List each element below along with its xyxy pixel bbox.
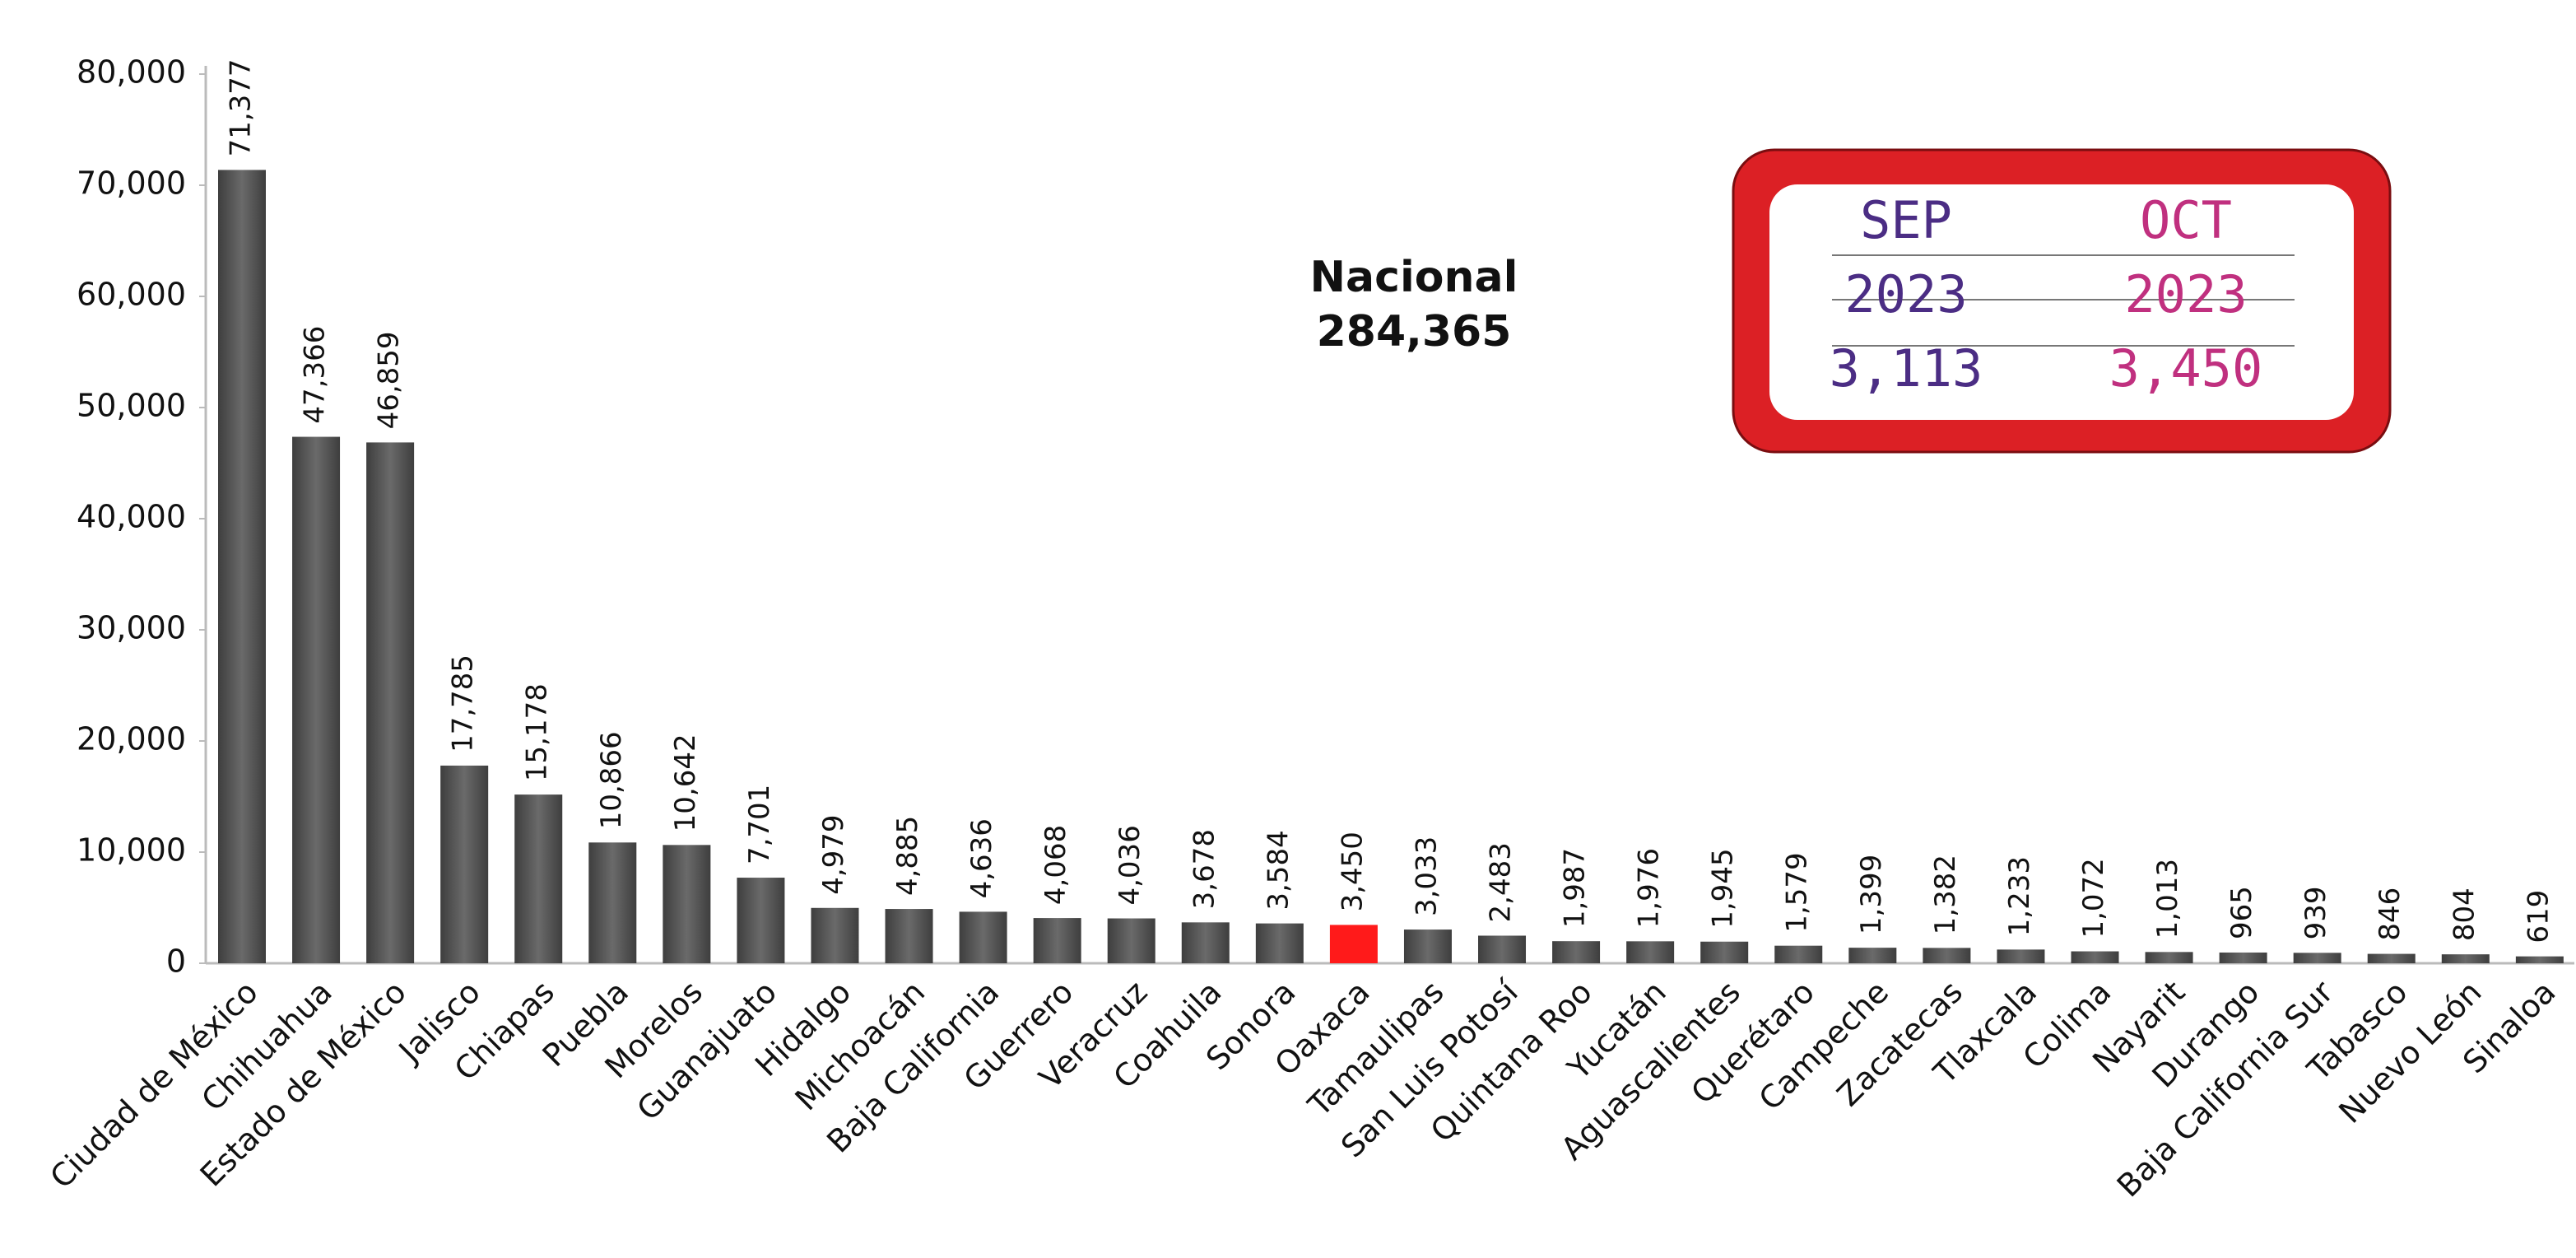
value-label: 1,072 bbox=[2077, 858, 2110, 938]
inset-month: OCT bbox=[2140, 190, 2232, 250]
inset-year: 2023 bbox=[2124, 264, 2247, 324]
bar bbox=[811, 907, 859, 963]
bar bbox=[2293, 953, 2341, 963]
inset-panel bbox=[1769, 184, 2354, 420]
value-label: 10,866 bbox=[595, 731, 628, 829]
bar bbox=[1700, 941, 1749, 963]
value-label: 4,636 bbox=[965, 818, 998, 898]
value-label: 10,642 bbox=[669, 734, 702, 832]
bar bbox=[2367, 953, 2416, 963]
value-label: 965 bbox=[2225, 886, 2258, 939]
bar bbox=[2515, 956, 2564, 963]
bar bbox=[1626, 941, 1675, 963]
bar bbox=[2071, 951, 2119, 963]
value-label: 17,785 bbox=[447, 655, 480, 752]
value-label: 4,068 bbox=[1039, 825, 1072, 905]
inset-value: 3,113 bbox=[1830, 338, 1983, 398]
bar bbox=[1774, 945, 1823, 963]
bar bbox=[959, 911, 1007, 963]
value-label: 1,013 bbox=[2151, 859, 2184, 939]
value-label: 15,178 bbox=[521, 683, 554, 781]
value-label: 1,382 bbox=[1929, 855, 1962, 934]
value-label: 4,036 bbox=[1114, 825, 1146, 905]
inset-value: 3,450 bbox=[2109, 338, 2263, 398]
value-label: 1,579 bbox=[1781, 852, 1814, 932]
annotation-value: 284,365 bbox=[1317, 307, 1512, 356]
y-tick-label: 70,000 bbox=[77, 165, 186, 202]
value-label: 2,483 bbox=[1485, 842, 1518, 922]
value-label: 1,399 bbox=[1855, 855, 1888, 934]
bar bbox=[514, 794, 563, 963]
bar bbox=[218, 170, 266, 963]
bar bbox=[1552, 941, 1601, 963]
bar bbox=[1403, 930, 1452, 963]
bar bbox=[885, 909, 933, 963]
y-tick-label: 80,000 bbox=[77, 54, 186, 91]
value-label: 3,033 bbox=[1410, 836, 1443, 916]
y-tick-label: 0 bbox=[166, 944, 186, 980]
bar bbox=[1848, 948, 1897, 963]
y-tick-label: 20,000 bbox=[77, 721, 186, 757]
bar bbox=[440, 765, 489, 963]
value-label: 804 bbox=[2448, 888, 2481, 941]
inset-year: 2023 bbox=[1844, 264, 1967, 324]
bar bbox=[588, 842, 637, 963]
inset-month: SEP bbox=[1860, 190, 1952, 250]
y-tick-label: 50,000 bbox=[77, 388, 186, 424]
value-label: 1,233 bbox=[2003, 856, 2036, 936]
bar bbox=[1478, 935, 1527, 963]
bar bbox=[1255, 923, 1304, 963]
value-label: 3,450 bbox=[1336, 832, 1369, 911]
value-label: 46,859 bbox=[373, 331, 406, 429]
bar bbox=[2145, 952, 2193, 963]
value-label: 1,945 bbox=[1707, 848, 1740, 928]
y-tick-label: 60,000 bbox=[77, 277, 186, 313]
bar bbox=[663, 845, 711, 963]
value-label: 4,885 bbox=[891, 816, 924, 896]
annotation-title: Nacional bbox=[1310, 253, 1518, 302]
bar bbox=[1329, 925, 1378, 963]
y-tick-label: 40,000 bbox=[77, 499, 186, 535]
bar bbox=[737, 878, 785, 963]
value-label: 3,584 bbox=[1262, 830, 1295, 910]
value-label: 47,366 bbox=[299, 326, 332, 424]
value-label: 71,377 bbox=[225, 58, 258, 156]
bar bbox=[2219, 952, 2267, 963]
bar bbox=[292, 436, 341, 963]
bar bbox=[2441, 954, 2490, 963]
value-label: 7,701 bbox=[743, 785, 776, 864]
value-label: 3,678 bbox=[1188, 829, 1221, 909]
value-label: 1,976 bbox=[1633, 848, 1666, 928]
value-label: 4,979 bbox=[817, 814, 850, 894]
bar bbox=[1997, 949, 2045, 963]
value-label: 619 bbox=[2522, 890, 2555, 944]
bar bbox=[1923, 948, 1971, 963]
bar bbox=[1181, 922, 1230, 963]
bar bbox=[366, 442, 415, 963]
bar bbox=[1107, 918, 1155, 963]
value-label: 1,987 bbox=[1559, 848, 1592, 928]
value-label: 846 bbox=[2374, 888, 2406, 941]
bar bbox=[1033, 918, 1081, 963]
value-label: 939 bbox=[2299, 886, 2332, 939]
y-tick-label: 30,000 bbox=[77, 610, 186, 646]
y-tick-label: 10,000 bbox=[77, 832, 186, 869]
